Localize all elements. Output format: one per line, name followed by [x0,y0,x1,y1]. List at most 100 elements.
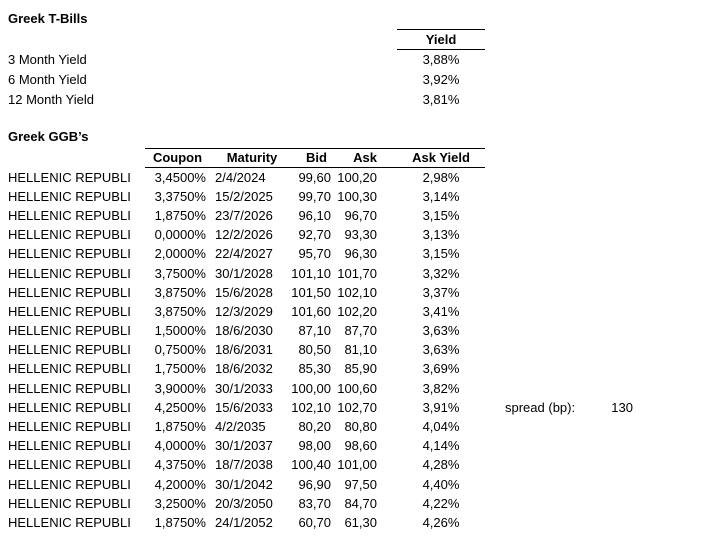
ggb-header-name-spacer [8,148,145,168]
bond-ask-yield: 3,82% [422,380,460,396]
table-row: HELLENIC REPUBLI 1,8750% 4/2/2035 80,20 … [8,417,485,436]
bond-ask-yield: 3,14% [422,188,460,204]
spread-annotation: spread (bp): 130 [505,398,633,417]
bond-coupon: 1,8750% [154,514,206,530]
ggb-header-columns: Coupon Maturity Bid Ask Ask Yield [145,148,485,168]
table-row: HELLENIC REPUBLI 4,2000% 30/1/2042 96,90… [8,475,485,494]
table-row: HELLENIC REPUBLI 2,0000% 22/4/2027 95,70… [8,244,485,263]
bond-bid: 101,60 [291,303,331,319]
bond-bid: 87,10 [298,323,331,339]
bond-ask-yield: 3,63% [422,342,460,358]
bond-coupon: 2,0000% [154,246,206,262]
bond-coupon: 4,2000% [154,476,206,492]
tbill-row: 3 Month Yield 3,88% [0,50,708,70]
bond-maturity: 18/6/2031 [215,342,273,358]
table-row: HELLENIC REPUBLI 1,5000% 18/6/2030 87,10… [8,321,485,340]
table-row: HELLENIC REPUBLI 1,7500% 18/6/2032 85,30… [8,359,485,378]
table-row: HELLENIC REPUBLI 3,2500% 20/3/2050 83,70… [8,494,485,513]
bond-ask-yield: 3,91% [422,399,460,415]
bond-maturity: 4/2/2035 [215,419,266,435]
bond-bid: 99,70 [298,188,331,204]
bond-maturity: 12/2/2026 [215,227,273,243]
bond-coupon: 1,5000% [154,323,206,339]
bond-ask: 102,10 [337,284,377,300]
bond-ask: 100,60 [337,380,377,396]
bond-maturity: 15/6/2033 [215,399,273,415]
bond-bid: 85,30 [298,361,331,377]
table-row: HELLENIC REPUBLI 3,4500% 2/4/2024 99,60 … [8,168,485,187]
bond-bid: 83,70 [298,495,331,511]
bond-ask-yield: 4,40% [422,476,460,492]
bond-coupon: 3,3750% [154,188,206,204]
bond-name: HELLENIC REPUBLI [8,514,131,530]
table-row: HELLENIC REPUBLI 3,7500% 30/1/2028 101,1… [8,263,485,282]
bond-name: HELLENIC REPUBLI [8,169,131,185]
bond-name: HELLENIC REPUBLI [8,457,131,473]
bond-name: HELLENIC REPUBLI [8,207,131,223]
bond-ask-yield: 3,69% [422,361,460,377]
table-row: HELLENIC REPUBLI 4,3750% 18/7/2038 100,4… [8,455,485,474]
bond-name: HELLENIC REPUBLI [8,380,131,396]
bond-bid: 100,40 [291,457,331,473]
bond-bid: 96,10 [298,207,331,223]
bond-ask-yield: 3,37% [422,284,460,300]
bond-ask-yield: 3,41% [422,303,460,319]
tbill-yield-value: 3,92% [422,72,460,88]
bond-coupon: 3,9000% [154,380,206,396]
bond-ask: 100,20 [337,169,377,185]
bond-coupon: 3,4500% [154,169,206,185]
tbills-yield-column-header: Yield [397,29,485,50]
bond-ask: 98,60 [344,438,377,454]
bond-name: HELLENIC REPUBLI [8,246,131,262]
bond-name: HELLENIC REPUBLI [8,495,131,511]
column-header-bid: Bid [306,150,327,166]
bond-bid: 92,70 [298,227,331,243]
table-row: HELLENIC REPUBLI 4,0000% 30/1/2037 98,00… [8,436,485,455]
tbill-row: 6 Month Yield 3,92% [0,70,708,90]
table-row: HELLENIC REPUBLI 1,8750% 24/1/2052 60,70… [8,513,485,532]
bond-ask-yield: 4,14% [422,438,460,454]
bond-maturity: 18/6/2030 [215,323,273,339]
bond-ask-yield: 4,22% [422,495,460,511]
bond-ask: 101,00 [337,457,377,473]
bond-coupon: 3,8750% [154,303,206,319]
bond-name: HELLENIC REPUBLI [8,323,131,339]
table-row: HELLENIC REPUBLI 3,9000% 30/1/2033 100,0… [8,379,485,398]
bond-name: HELLENIC REPUBLI [8,227,131,243]
bond-ask-yield: 3,13% [422,227,460,243]
bond-bid: 98,00 [298,438,331,454]
bond-ask: 102,20 [337,303,377,319]
table-row: HELLENIC REPUBLI 3,3750% 15/2/2025 99,70… [8,187,485,206]
bond-bid: 101,50 [291,284,331,300]
tbill-label: 6 Month Yield [8,72,87,88]
tbill-yield-value: 3,88% [422,52,460,68]
bond-coupon: 4,2500% [154,399,206,415]
table-row: HELLENIC REPUBLI 3,8750% 12/3/2029 101,6… [8,302,485,321]
bond-ask: 85,90 [344,361,377,377]
section-title-tbills: Greek T-Bills [8,11,88,26]
bond-ask: 96,30 [344,246,377,262]
bond-maturity: 30/1/2042 [215,476,273,492]
table-row: HELLENIC REPUBLI 0,0000% 12/2/2026 92,70… [8,225,485,244]
column-header-ask-yield: Ask Yield [412,150,470,166]
bond-name: HELLENIC REPUBLI [8,342,131,358]
bond-ask-yield: 2,98% [422,169,460,185]
bond-coupon: 0,0000% [154,227,206,243]
bond-ask-yield: 4,28% [422,457,460,473]
bond-ask-yield: 4,26% [422,514,460,530]
bond-bid: 80,50 [298,342,331,358]
bond-coupon: 4,3750% [154,457,206,473]
tbill-yield-value: 3,81% [422,91,460,107]
spread-label: spread (bp): [505,400,576,416]
tbill-row: 12 Month Yield 3,81% [0,90,708,110]
bond-coupon: 1,8750% [154,419,206,435]
bond-bid: 95,70 [298,246,331,262]
bond-ask: 61,30 [344,514,377,530]
bond-name: HELLENIC REPUBLI [8,361,131,377]
ggb-table-body: HELLENIC REPUBLI 3,4500% 2/4/2024 99,60 … [8,168,485,533]
bond-ask-yield: 3,15% [422,246,460,262]
bond-bid: 80,20 [298,419,331,435]
bond-ask: 93,30 [344,227,377,243]
tbill-label: 3 Month Yield [8,52,87,68]
bond-maturity: 30/1/2033 [215,380,273,396]
